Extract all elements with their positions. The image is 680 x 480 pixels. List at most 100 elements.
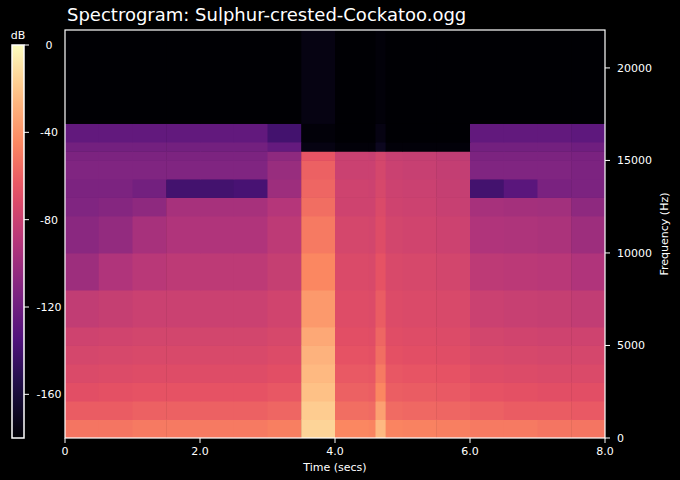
cell [99, 382, 133, 401]
cell [234, 142, 268, 152]
cell [470, 382, 504, 401]
cell [133, 327, 167, 346]
cell [436, 364, 470, 383]
colorbar-tick [24, 45, 29, 46]
cell [166, 364, 200, 383]
cell [386, 364, 403, 383]
cell [301, 123, 335, 142]
cell [200, 197, 234, 216]
cell [386, 123, 403, 142]
cell [133, 345, 167, 364]
cell [436, 382, 470, 401]
cell [403, 142, 437, 152]
cell [470, 197, 504, 216]
cell [376, 419, 387, 438]
cell [301, 290, 335, 328]
cell [369, 401, 376, 420]
cell [234, 364, 268, 383]
cell [403, 151, 437, 161]
cell [65, 197, 99, 216]
cell [369, 216, 376, 254]
cell [234, 179, 268, 198]
colorbar-tick-label: 0 [46, 39, 53, 52]
cell [571, 30, 605, 124]
cell [386, 345, 403, 364]
cell [504, 290, 538, 328]
cell [200, 179, 234, 198]
y-tick-label: 15000 [617, 154, 652, 167]
cell [99, 345, 133, 364]
cell [436, 151, 470, 161]
cell [369, 382, 376, 401]
cell [386, 30, 403, 124]
cell [436, 401, 470, 420]
cell [166, 327, 200, 346]
cell [268, 151, 302, 161]
cell [268, 401, 302, 420]
cell [301, 345, 335, 364]
cell [376, 197, 387, 216]
cell [436, 345, 470, 364]
cell [369, 364, 376, 383]
cell [571, 142, 605, 152]
cell [571, 401, 605, 420]
cell [133, 290, 167, 328]
cell [133, 253, 167, 291]
cell [301, 179, 335, 198]
cell [133, 160, 167, 179]
cell [166, 401, 200, 420]
cell [234, 151, 268, 161]
cell [166, 151, 200, 161]
cell [301, 151, 335, 161]
cell [386, 179, 403, 198]
cell [65, 401, 99, 420]
cell [65, 179, 99, 198]
cell [99, 419, 133, 438]
cell [268, 382, 302, 401]
cell [538, 401, 572, 420]
cell [335, 197, 369, 216]
cell [99, 179, 133, 198]
y-tick-label: 10000 [617, 247, 652, 260]
cell [538, 30, 572, 124]
cell [301, 160, 335, 179]
cell [386, 253, 403, 291]
cell [386, 216, 403, 254]
cell [335, 382, 369, 401]
cell [301, 382, 335, 401]
cell [301, 253, 335, 291]
cell [376, 401, 387, 420]
cell [369, 197, 376, 216]
cell [268, 364, 302, 383]
cell [268, 30, 302, 124]
cell [386, 290, 403, 328]
cell [65, 327, 99, 346]
cell [200, 253, 234, 291]
y-tick-label: 20000 [617, 62, 652, 75]
colorbar [12, 45, 24, 438]
y-tick [605, 252, 610, 253]
cell [376, 30, 387, 124]
y-tick-label: 0 [617, 432, 624, 445]
cell [504, 345, 538, 364]
cell [268, 216, 302, 254]
cell [571, 123, 605, 142]
y-tick [605, 160, 610, 161]
y-tick [605, 67, 610, 68]
cell [234, 30, 268, 124]
colorbar-tick-label: -40 [40, 126, 58, 139]
cell [166, 290, 200, 328]
cell [301, 327, 335, 346]
colorbar-tick-label: -120 [37, 301, 62, 314]
cell [301, 142, 335, 152]
cell [504, 179, 538, 198]
cell [268, 327, 302, 346]
cell [65, 216, 99, 254]
cell [538, 290, 572, 328]
cell [234, 290, 268, 328]
cell [369, 253, 376, 291]
cell [376, 253, 387, 291]
cell [268, 160, 302, 179]
x-tick-label: 2.0 [191, 445, 209, 458]
cell [470, 364, 504, 383]
